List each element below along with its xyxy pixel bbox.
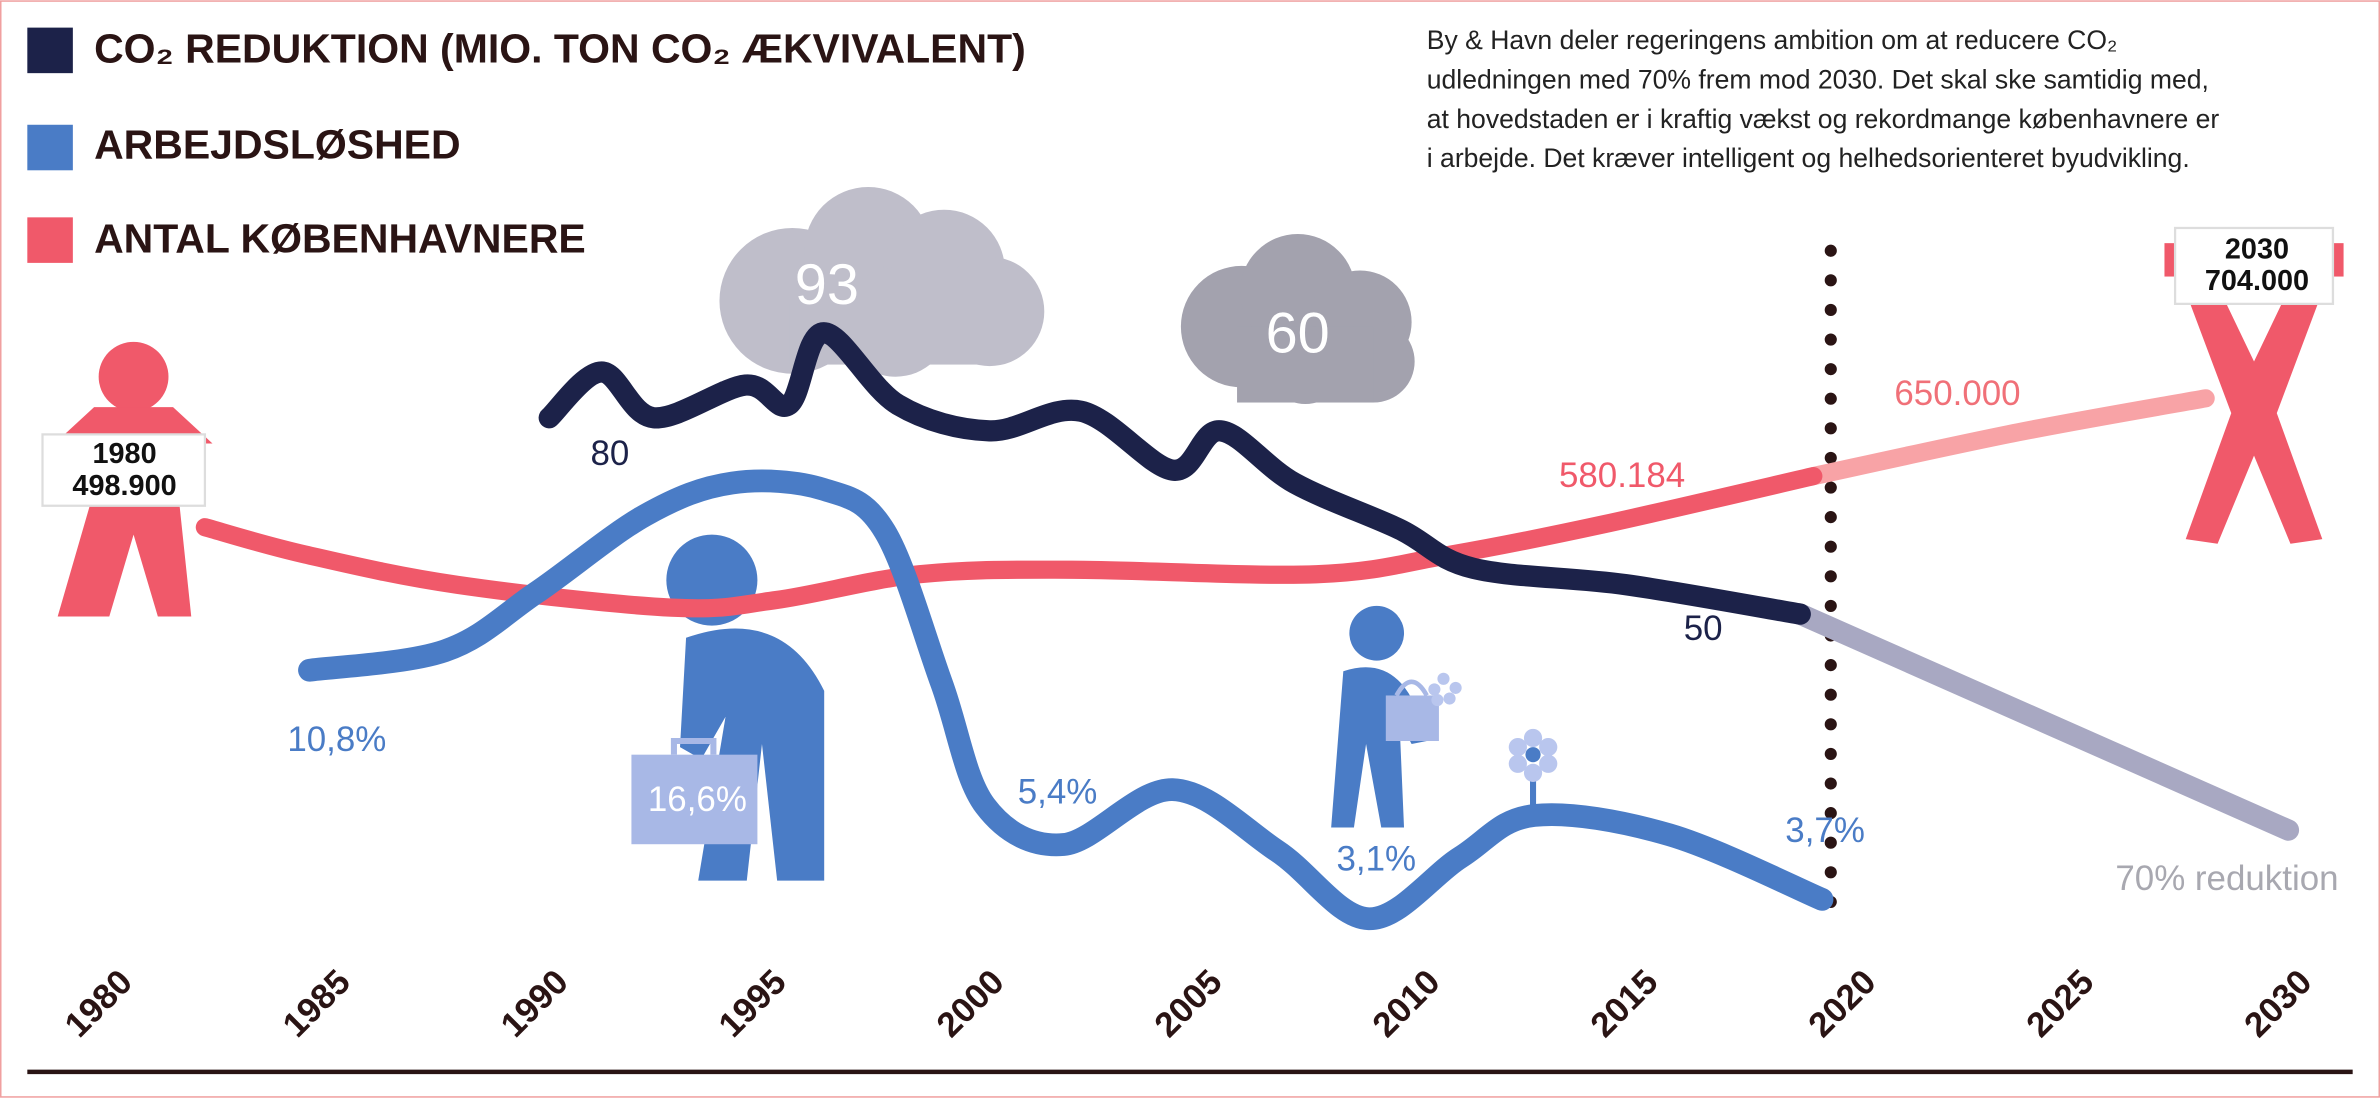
legend-label: ANTAL KØBENHAVNERE	[94, 215, 586, 261]
value-label: 5,4%	[1018, 773, 1098, 812]
description-line: udledningen med 70% frem mod 2030. Det s…	[1427, 64, 2209, 94]
series-line	[195, 467, 1823, 618]
legend-label: ARBEJDSLØSHED	[94, 121, 460, 167]
sign-year: 1980	[92, 438, 156, 470]
sign-value: 498.900	[72, 470, 176, 502]
cloud	[719, 186, 1045, 377]
value-label: 3,7%	[1785, 811, 1865, 850]
forecast-note: 70% reduktion	[2115, 859, 2338, 898]
briefcase	[631, 737, 758, 845]
description-line: at hovedstaden er i kraftig vækst og rek…	[1427, 104, 2220, 134]
cloud-label: 93	[795, 253, 859, 317]
value-label: 10,8%	[287, 720, 386, 759]
value-label: 80	[591, 434, 630, 473]
sign	[41, 433, 207, 507]
legend-swatch	[27, 27, 73, 74]
flower	[1508, 728, 1558, 814]
description-line: i arbejde. Det kræver intelligent og hel…	[1427, 143, 2190, 173]
basket	[1385, 672, 1462, 742]
description-line: By & Havn deler regeringens ambition om …	[1427, 25, 2118, 55]
sign-value: 704.000	[2205, 265, 2309, 297]
value-label: 16,6%	[648, 780, 747, 819]
sign	[2173, 226, 2335, 306]
legend-label: CO₂ REDUKTION (MIO. TON CO₂ ÆKVIVALENT)	[94, 26, 1026, 72]
series-line	[538, 322, 1811, 625]
cloud	[1180, 234, 1415, 405]
cloud-label: 60	[1266, 301, 1330, 365]
legend-swatch	[27, 217, 73, 263]
legend-swatch	[27, 124, 73, 171]
forecast-line	[1804, 389, 2215, 486]
value-label: 50	[1684, 609, 1723, 648]
series-line	[298, 469, 1834, 931]
forecast-line	[1789, 603, 2300, 841]
value-label: 650.000	[1894, 374, 2020, 413]
value-label: 580.184	[1559, 456, 1685, 495]
value-label: 3,1%	[1337, 839, 1417, 878]
sign-year: 2030	[2225, 233, 2289, 265]
